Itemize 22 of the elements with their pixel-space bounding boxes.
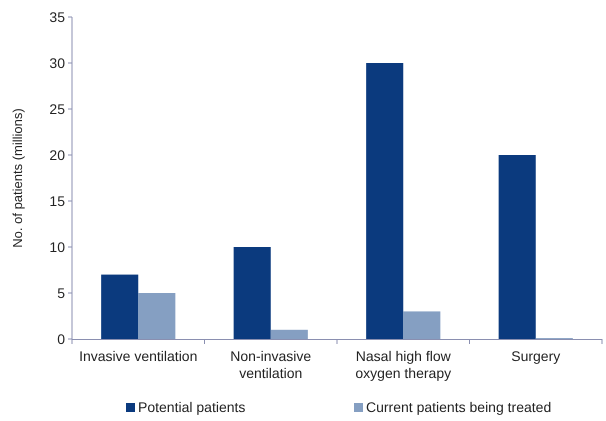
bar [101,274,138,339]
y-tick-label: 20 [49,146,66,163]
y-tick-label: 0 [57,330,66,347]
bar [270,330,308,339]
bar [403,311,440,339]
x-tick-label: Nasal high flow oxygen therapy [355,348,452,381]
y-tick-label: 30 [49,54,66,71]
bar [366,63,404,339]
y-tick-label: 5 [57,284,66,301]
x-tick-label: Non-invasive ventilation [230,348,312,381]
legend-label: Current patients being treated [366,399,552,415]
legend-label: Potential patients [138,399,246,415]
y-tick-label: 35 [49,8,66,25]
bar [138,293,176,339]
y-axis-title: No. of patients (millions) [10,108,25,248]
y-tick-label: 25 [49,100,66,117]
bar [498,155,536,339]
x-tick-label: Surgery [511,348,560,364]
x-tick-label: Invasive ventilation [79,348,198,364]
y-tick-label: 15 [49,192,66,209]
y-tick-label: 10 [49,238,66,255]
bar [234,247,271,339]
